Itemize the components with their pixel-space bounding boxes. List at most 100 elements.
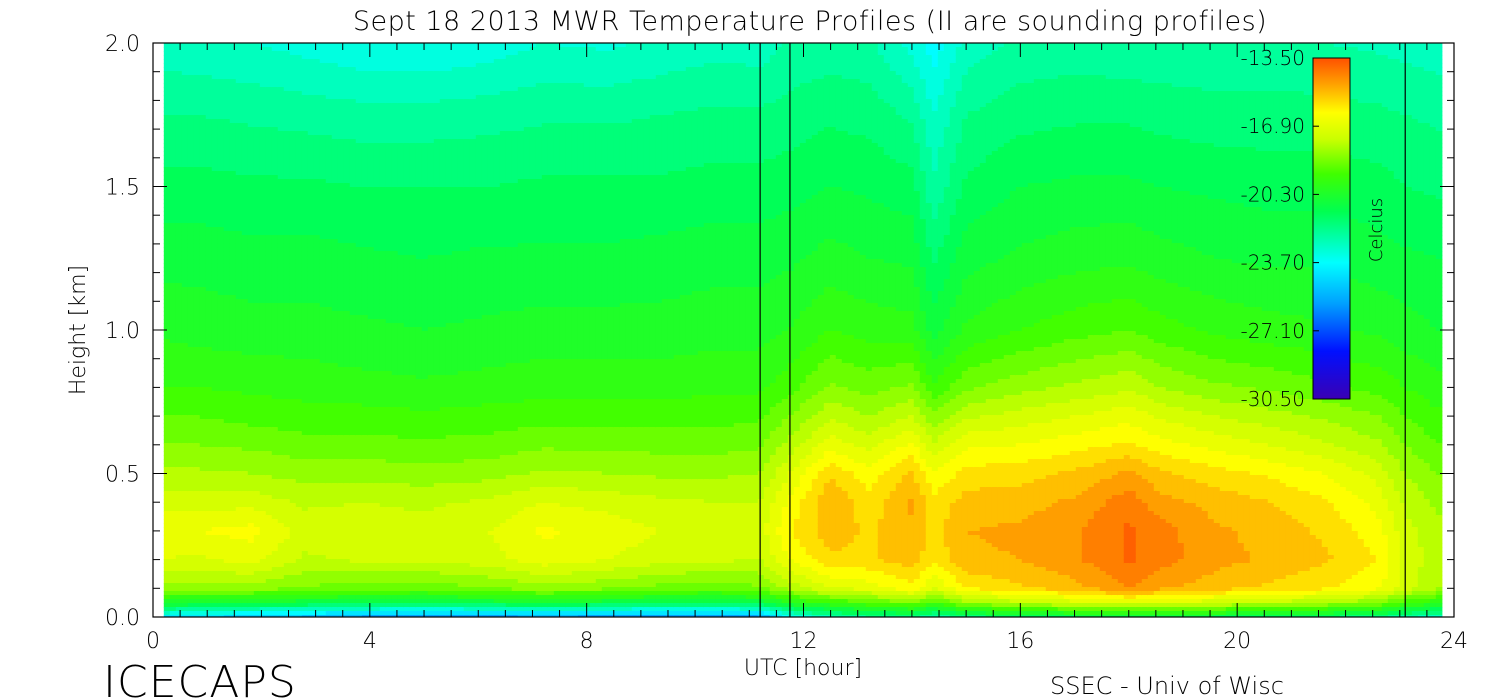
heatmap-cell	[266, 287, 273, 292]
heatmap-cell	[314, 391, 321, 396]
heatmap-cell	[200, 559, 207, 564]
heatmap-cell	[290, 303, 297, 308]
heatmap-cell	[182, 455, 189, 460]
heatmap-cell	[176, 219, 183, 224]
heatmap-cell	[338, 227, 345, 232]
heatmap-cell	[194, 319, 201, 324]
heatmap-cell	[266, 223, 273, 228]
heatmap-cell	[284, 175, 291, 180]
heatmap-cell	[212, 87, 219, 92]
heatmap-cell	[368, 443, 375, 448]
heatmap-cell	[338, 407, 345, 412]
heatmap-cell	[182, 303, 189, 308]
heatmap-cell	[338, 255, 345, 260]
heatmap-cell	[344, 59, 351, 64]
heatmap-cell	[254, 491, 261, 496]
heatmap-cell	[272, 427, 279, 432]
heatmap-cell	[236, 263, 243, 268]
heatmap-cell	[272, 167, 279, 172]
heatmap-cell	[164, 443, 171, 448]
heatmap-cell	[272, 599, 279, 604]
heatmap-cell	[236, 367, 243, 372]
heatmap-cell	[188, 531, 195, 536]
heatmap-cell	[308, 307, 315, 312]
heatmap-cell	[260, 399, 267, 404]
heatmap-cell	[194, 543, 201, 548]
heatmap-cell	[194, 219, 201, 224]
heatmap-cell	[242, 87, 249, 92]
heatmap-cell	[320, 231, 327, 236]
heatmap-cell	[290, 211, 297, 216]
heatmap-cell	[164, 467, 171, 472]
heatmap-cell	[212, 47, 219, 52]
heatmap-cell	[200, 571, 207, 576]
heatmap-cell	[308, 211, 315, 216]
heatmap-cell	[320, 199, 327, 204]
heatmap-cell	[272, 91, 279, 96]
heatmap-cell	[344, 215, 351, 220]
heatmap-cell	[254, 103, 261, 108]
heatmap-cell	[170, 607, 177, 612]
heatmap-cell	[350, 163, 357, 168]
heatmap-cell	[170, 203, 177, 208]
heatmap-cell	[338, 267, 345, 272]
heatmap-cell	[332, 399, 339, 404]
heatmap-cell	[344, 467, 351, 472]
heatmap-cell	[260, 287, 267, 292]
heatmap-cell	[332, 511, 339, 516]
heatmap-cell	[218, 259, 225, 264]
heatmap-cell	[320, 167, 327, 172]
heatmap-cell	[212, 347, 219, 352]
heatmap-cell	[362, 319, 369, 324]
heatmap-cell	[218, 523, 225, 528]
heatmap-cell	[368, 123, 375, 128]
heatmap-cell	[248, 143, 255, 148]
heatmap-cell	[302, 443, 309, 448]
heatmap-cell	[176, 475, 183, 480]
heatmap-cell	[320, 351, 327, 356]
heatmap-cell	[230, 531, 237, 536]
heatmap-cell	[194, 135, 201, 140]
heatmap-cell	[290, 467, 297, 472]
heatmap-cell	[164, 319, 171, 324]
heatmap-cell	[188, 407, 195, 412]
heatmap-cell	[344, 95, 351, 100]
heatmap-cell	[194, 607, 201, 612]
heatmap-cell	[344, 375, 351, 380]
heatmap-cell	[314, 75, 321, 80]
heatmap-cell	[224, 163, 231, 168]
heatmap-cell	[176, 223, 183, 228]
heatmap-cell	[314, 547, 321, 552]
heatmap-cell	[278, 359, 285, 364]
heatmap-cell	[332, 115, 339, 120]
heatmap-cell	[320, 387, 327, 392]
heatmap-cell	[266, 507, 273, 512]
heatmap-cell	[344, 291, 351, 296]
heatmap-cell	[284, 119, 291, 124]
heatmap-cell	[230, 91, 237, 96]
heatmap-cell	[296, 475, 303, 480]
heatmap-cell	[362, 167, 369, 172]
heatmap-cell	[350, 507, 357, 512]
heatmap-cell	[188, 527, 195, 532]
heatmap-cell	[320, 299, 327, 304]
heatmap-cell	[368, 323, 375, 328]
heatmap-cell	[290, 207, 297, 212]
heatmap-cell	[212, 587, 219, 592]
heatmap-cell	[332, 451, 339, 456]
heatmap-cell	[266, 455, 273, 460]
heatmap-cell	[344, 207, 351, 212]
heatmap-cell	[260, 431, 267, 436]
heatmap-cell	[224, 127, 231, 132]
heatmap-cell	[236, 247, 243, 252]
heatmap-cell	[170, 583, 177, 588]
heatmap-cell	[260, 447, 267, 452]
heatmap-cell	[332, 415, 339, 420]
heatmap-cell	[368, 207, 375, 212]
heatmap-cell	[338, 83, 345, 88]
heatmap-cell	[218, 447, 225, 452]
heatmap-cell	[236, 299, 243, 304]
heatmap-cell	[260, 583, 267, 588]
heatmap-cell	[230, 83, 237, 88]
heatmap-cell	[224, 519, 231, 524]
